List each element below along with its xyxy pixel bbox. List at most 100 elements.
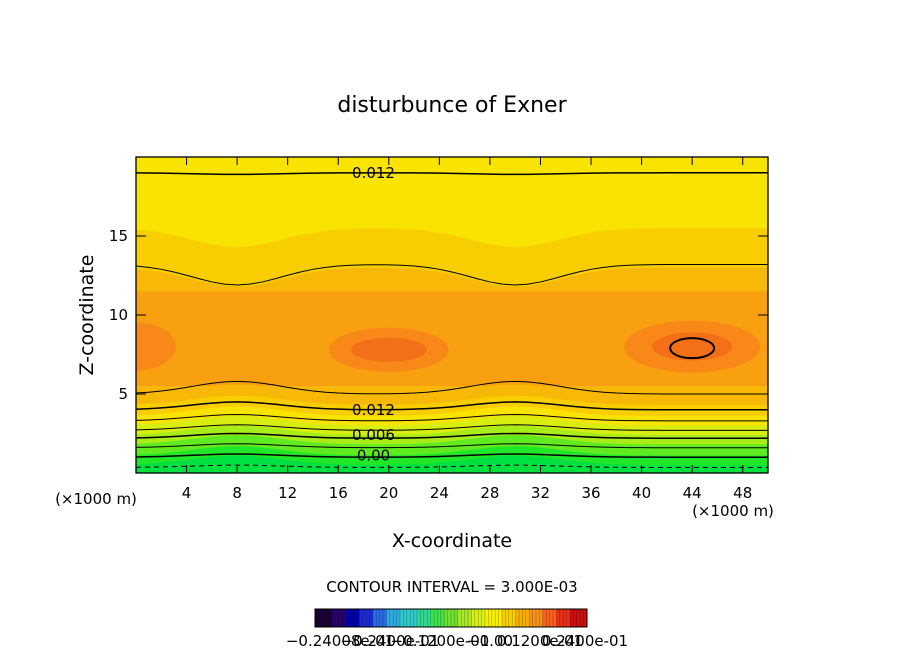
colorbar-cell bbox=[525, 609, 530, 627]
x-tick-label: 44 bbox=[683, 484, 702, 502]
colorbar-cell bbox=[488, 609, 493, 627]
colorbar-cell bbox=[519, 609, 523, 627]
colorbar-label: 0.1200e-01 bbox=[497, 632, 583, 650]
x-axis-ticks: 4 8 12 16 20 24 28 32 36 40 44 48 bbox=[182, 157, 752, 502]
colorbar-cell bbox=[400, 609, 404, 627]
colorbar-cell bbox=[440, 609, 445, 627]
colorbar-cell bbox=[372, 609, 377, 627]
colorbar-cell bbox=[498, 609, 503, 627]
colorbar-cell bbox=[508, 609, 513, 627]
colorbar-cell bbox=[478, 609, 482, 627]
colorbar bbox=[314, 608, 588, 628]
contour-line-negative bbox=[136, 464, 768, 468]
colorbar-cell bbox=[403, 609, 408, 627]
colorbar-cell bbox=[379, 609, 384, 627]
colorbar-frame bbox=[314, 608, 588, 628]
colorbar-cell bbox=[556, 609, 561, 627]
colorbar-cell bbox=[427, 609, 431, 627]
colorbar-cell bbox=[471, 609, 476, 627]
colorbar-cell bbox=[559, 609, 564, 627]
colorbar-label: −0.1200e-01 bbox=[391, 632, 490, 650]
colorbar-cell bbox=[362, 609, 367, 627]
colorbar-cell bbox=[549, 609, 554, 627]
colorbar-cell bbox=[389, 609, 394, 627]
colorbar-cell bbox=[417, 609, 421, 627]
contour-label: 0.012 bbox=[352, 401, 395, 419]
x-tick-label: 16 bbox=[329, 484, 348, 502]
colorbar-cell bbox=[485, 609, 489, 627]
x-axis-label: X-coordinate bbox=[392, 530, 512, 552]
colorbar-cell bbox=[546, 609, 550, 627]
colorbar-cell bbox=[502, 609, 506, 627]
colorbar-cell bbox=[410, 609, 414, 627]
colorbar-cell bbox=[570, 609, 574, 627]
x-tick-label: 24 bbox=[430, 484, 449, 502]
colorbar-cell bbox=[355, 609, 360, 627]
colorbar-cell bbox=[318, 609, 323, 627]
colorbar-cell bbox=[383, 609, 387, 627]
band-lower-7 bbox=[136, 455, 768, 473]
contour-line-0000 bbox=[136, 453, 768, 458]
contour-label: 0.00 bbox=[357, 447, 390, 465]
contour-label: 0.006 bbox=[352, 426, 395, 444]
colorbar-cell bbox=[423, 609, 428, 627]
colorbar-cell bbox=[352, 609, 357, 627]
x-tick-label: 48 bbox=[733, 484, 752, 502]
colorbar-cell bbox=[413, 609, 418, 627]
contour-labels: 0.012 0.012 0.006 0.00 bbox=[352, 164, 395, 465]
colorbar-cell bbox=[366, 609, 370, 627]
colorbar-cell bbox=[369, 609, 374, 627]
colorbar-cell bbox=[406, 609, 411, 627]
colorbar-cell bbox=[464, 609, 469, 627]
contour-lines bbox=[136, 172, 768, 468]
y-tick-label: 5 bbox=[118, 385, 128, 403]
contour-line-0012-top bbox=[136, 172, 768, 176]
band-blob-inner-a bbox=[350, 337, 427, 362]
colorbar-cell bbox=[576, 609, 581, 627]
colorbar-cell bbox=[583, 609, 588, 627]
colorbar-cell bbox=[434, 609, 438, 627]
x-tick-label: 40 bbox=[632, 484, 651, 502]
colorbar-cell bbox=[315, 609, 319, 627]
contour-label: 0.012 bbox=[352, 164, 395, 182]
y-axis-ticks: 5 10 15 bbox=[109, 227, 768, 403]
colorbar-cell bbox=[386, 609, 391, 627]
colorbar-cell bbox=[542, 609, 547, 627]
colorbar-cell bbox=[376, 609, 380, 627]
x-tick-label: 4 bbox=[182, 484, 192, 502]
contour-line-0075 bbox=[136, 424, 768, 431]
colorbar-cell bbox=[444, 609, 448, 627]
colorbar-label: −0.24008e-01 bbox=[286, 632, 394, 650]
colorbar-cell bbox=[553, 609, 557, 627]
filled-contours bbox=[136, 157, 768, 473]
colorbar-cell bbox=[539, 609, 544, 627]
colorbar-cell bbox=[457, 609, 462, 627]
colorbar-cell bbox=[468, 609, 472, 627]
colorbar-cell bbox=[342, 609, 346, 627]
band-blob-0 bbox=[136, 322, 176, 371]
colorbar-cell bbox=[359, 609, 363, 627]
colorbar-labels: −0.24008e-01−0.2400e-01−0.1200e-01−0.000… bbox=[286, 632, 628, 650]
band-blob-inner-b bbox=[652, 332, 733, 361]
colorbar-cell bbox=[321, 609, 326, 627]
colorbar-cell bbox=[573, 609, 578, 627]
colorbar-cell bbox=[491, 609, 496, 627]
colorbar-cell bbox=[529, 609, 533, 627]
x-unit-right: (×1000 m) bbox=[692, 502, 774, 520]
colorbar-cell bbox=[512, 609, 516, 627]
contour-interval-text: CONTOUR INTERVAL = 3.000E-03 bbox=[326, 578, 577, 596]
colorbar-cell bbox=[563, 609, 567, 627]
colorbar-cell bbox=[349, 609, 353, 627]
contour-closed-max bbox=[669, 337, 716, 360]
chart-title: disturbunce of Exner bbox=[337, 93, 567, 118]
y-axis-label: Z-coordinate bbox=[76, 255, 98, 376]
contour-line-0012-low bbox=[136, 401, 768, 411]
colorbar-cell bbox=[447, 609, 452, 627]
colorbar-cell bbox=[495, 609, 499, 627]
colorbar-cell bbox=[393, 609, 397, 627]
colorbar-cell bbox=[532, 609, 537, 627]
colorbar-cell bbox=[332, 609, 336, 627]
x-tick-label: 28 bbox=[480, 484, 499, 502]
colorbar-cell bbox=[461, 609, 465, 627]
